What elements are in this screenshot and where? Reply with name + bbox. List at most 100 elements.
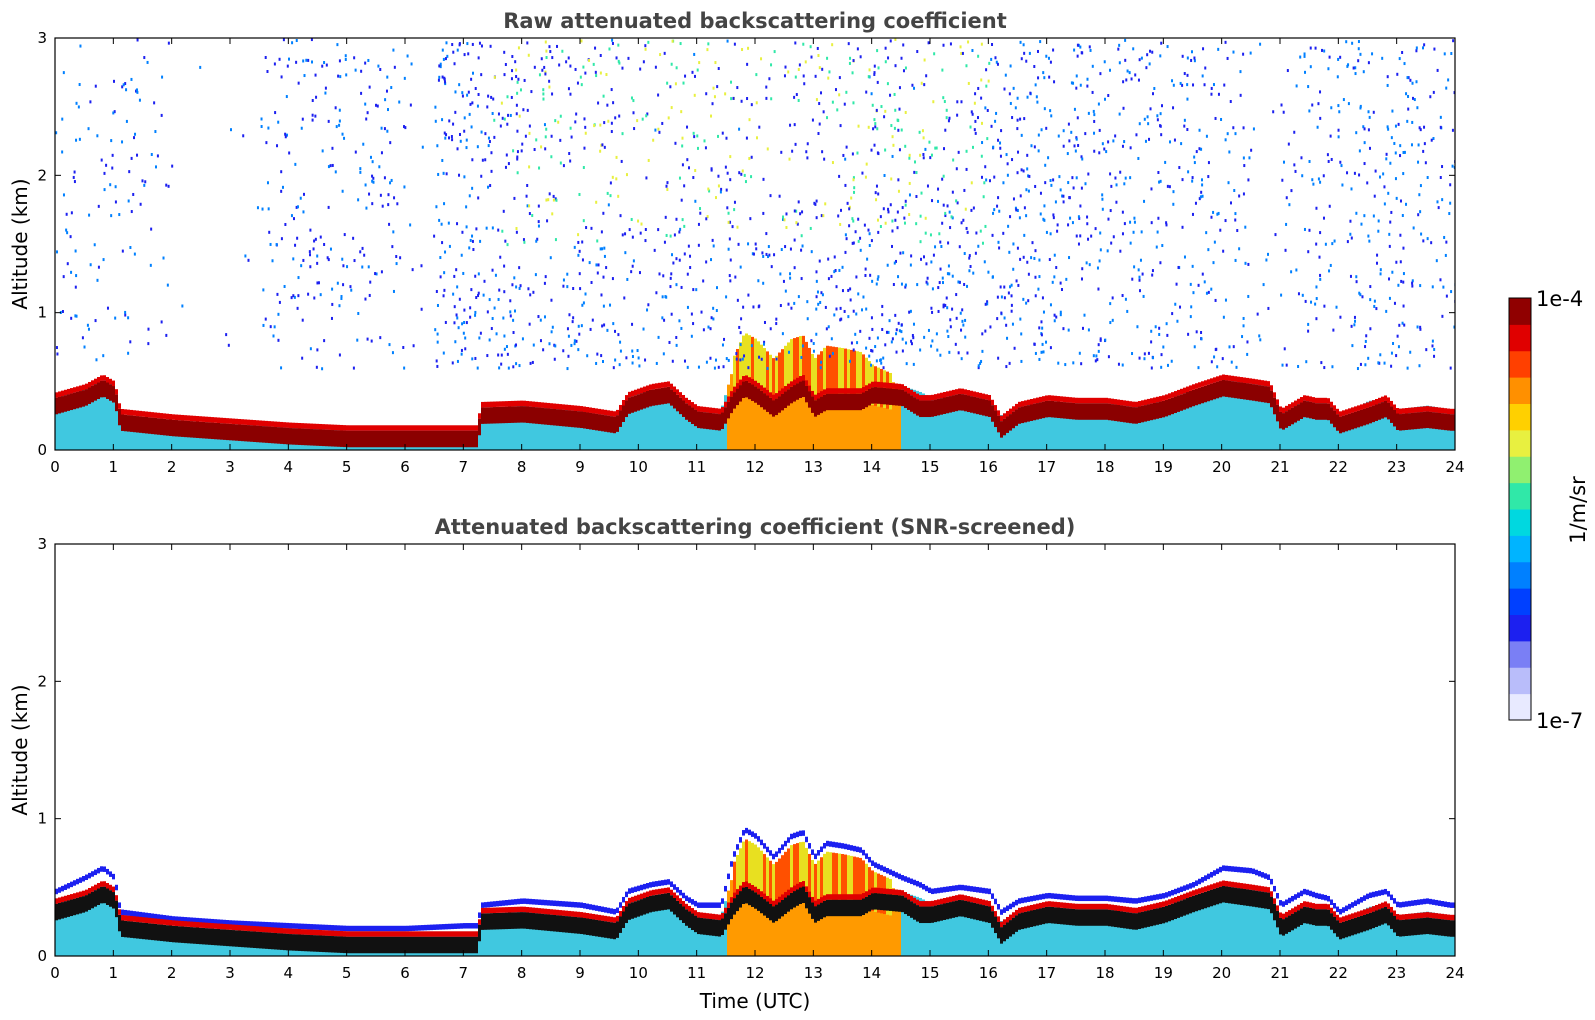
noise-speck xyxy=(313,239,316,243)
noise-speck xyxy=(105,163,108,167)
noise-speck xyxy=(1299,55,1302,59)
noise-speck xyxy=(966,284,969,288)
noise-speck xyxy=(640,222,643,226)
backscatter-column xyxy=(841,393,844,411)
noise-speck xyxy=(515,226,518,230)
backscatter-column xyxy=(1366,402,1369,408)
noise-speck xyxy=(815,199,818,203)
backscatter-column xyxy=(685,397,688,404)
noise-speck xyxy=(684,74,687,78)
backscatter-column xyxy=(1237,382,1240,399)
backscatter-column xyxy=(1378,398,1381,450)
noise-speck xyxy=(855,275,858,279)
noise-speck xyxy=(569,126,572,130)
noise-speck xyxy=(578,272,581,276)
noise-speck xyxy=(912,336,915,340)
backscatter-column xyxy=(463,936,466,954)
noise-speck xyxy=(1429,95,1432,99)
backscatter-column xyxy=(955,389,958,395)
backscatter-column xyxy=(211,923,214,929)
backscatter-column xyxy=(406,425,409,431)
noise-speck xyxy=(1069,216,1072,220)
backscatter-column xyxy=(298,934,301,951)
backscatter-column xyxy=(640,393,643,410)
noise-speck xyxy=(471,357,474,361)
noise-speck xyxy=(567,354,570,358)
backscatter-column xyxy=(85,891,88,956)
noise-speck xyxy=(554,119,557,123)
backscatter-column xyxy=(253,425,256,443)
backscatter-column xyxy=(190,421,193,438)
backscatter-column xyxy=(301,934,304,952)
backscatter-column xyxy=(208,416,211,423)
noise-speck xyxy=(886,82,889,86)
noise-speck xyxy=(1405,202,1408,206)
backscatter-column xyxy=(115,900,118,918)
noise-speck xyxy=(167,41,170,45)
backscatter-column xyxy=(1294,406,1297,423)
noise-speck xyxy=(908,193,911,197)
noise-speck xyxy=(1073,107,1076,111)
backscatter-column xyxy=(487,914,490,956)
noise-speck xyxy=(518,266,521,270)
noise-speck xyxy=(705,217,708,221)
noise-speck xyxy=(1042,71,1045,75)
noise-speck xyxy=(1300,156,1303,160)
noise-speck xyxy=(621,132,624,136)
noise-speck xyxy=(1107,93,1110,97)
backscatter-column xyxy=(271,421,274,427)
backscatter-column xyxy=(637,388,640,395)
backscatter-column xyxy=(433,936,436,954)
noise-speck xyxy=(1002,181,1005,185)
backscatter-column xyxy=(295,428,298,445)
backscatter-column xyxy=(358,425,361,431)
backscatter-column xyxy=(319,423,322,430)
backscatter-column xyxy=(1081,403,1084,450)
backscatter-column xyxy=(1063,402,1066,419)
noise-speck xyxy=(1391,109,1394,113)
noise-speck xyxy=(69,235,72,239)
backscatter-column xyxy=(727,396,730,402)
noise-speck xyxy=(705,260,708,264)
backscatter-column xyxy=(181,414,184,421)
backscatter-column xyxy=(1243,377,1246,383)
noise-speck xyxy=(615,56,618,60)
noise-speck xyxy=(879,358,882,362)
noise-speck xyxy=(839,306,842,310)
noise-speck xyxy=(903,216,906,220)
noise-speck xyxy=(553,343,556,347)
backscatter-column xyxy=(292,928,295,935)
noise-speck xyxy=(1169,140,1172,144)
noise-speck xyxy=(1395,196,1398,200)
noise-speck xyxy=(982,195,985,199)
noise-speck xyxy=(1213,355,1216,359)
noise-speck xyxy=(793,238,796,242)
noise-speck xyxy=(505,153,508,157)
backscatter-column xyxy=(145,417,148,450)
noise-speck xyxy=(715,309,718,313)
noise-speck xyxy=(844,233,847,237)
noise-speck xyxy=(902,69,905,73)
noise-speck xyxy=(465,205,468,209)
backscatter-column xyxy=(655,383,658,389)
noise-speck xyxy=(696,134,699,138)
backscatter-column xyxy=(373,925,376,932)
backscatter-column xyxy=(745,333,748,389)
backscatter-column xyxy=(202,421,205,439)
backscatter-column xyxy=(595,914,598,920)
noise-speck xyxy=(931,199,934,203)
noise-speck xyxy=(942,303,945,307)
backscatter-column xyxy=(487,901,490,908)
noise-speck xyxy=(904,144,907,148)
noise-speck xyxy=(1369,298,1372,302)
backscatter-column xyxy=(127,910,130,916)
backscatter-column xyxy=(214,422,217,440)
noise-speck xyxy=(487,185,490,189)
noise-speck xyxy=(760,57,763,61)
x-tick-label: 20 xyxy=(1212,458,1231,476)
noise-speck xyxy=(511,69,514,73)
noise-speck xyxy=(380,126,383,130)
noise-speck xyxy=(924,231,927,235)
noise-speck xyxy=(661,121,664,125)
backscatter-column xyxy=(133,916,136,922)
